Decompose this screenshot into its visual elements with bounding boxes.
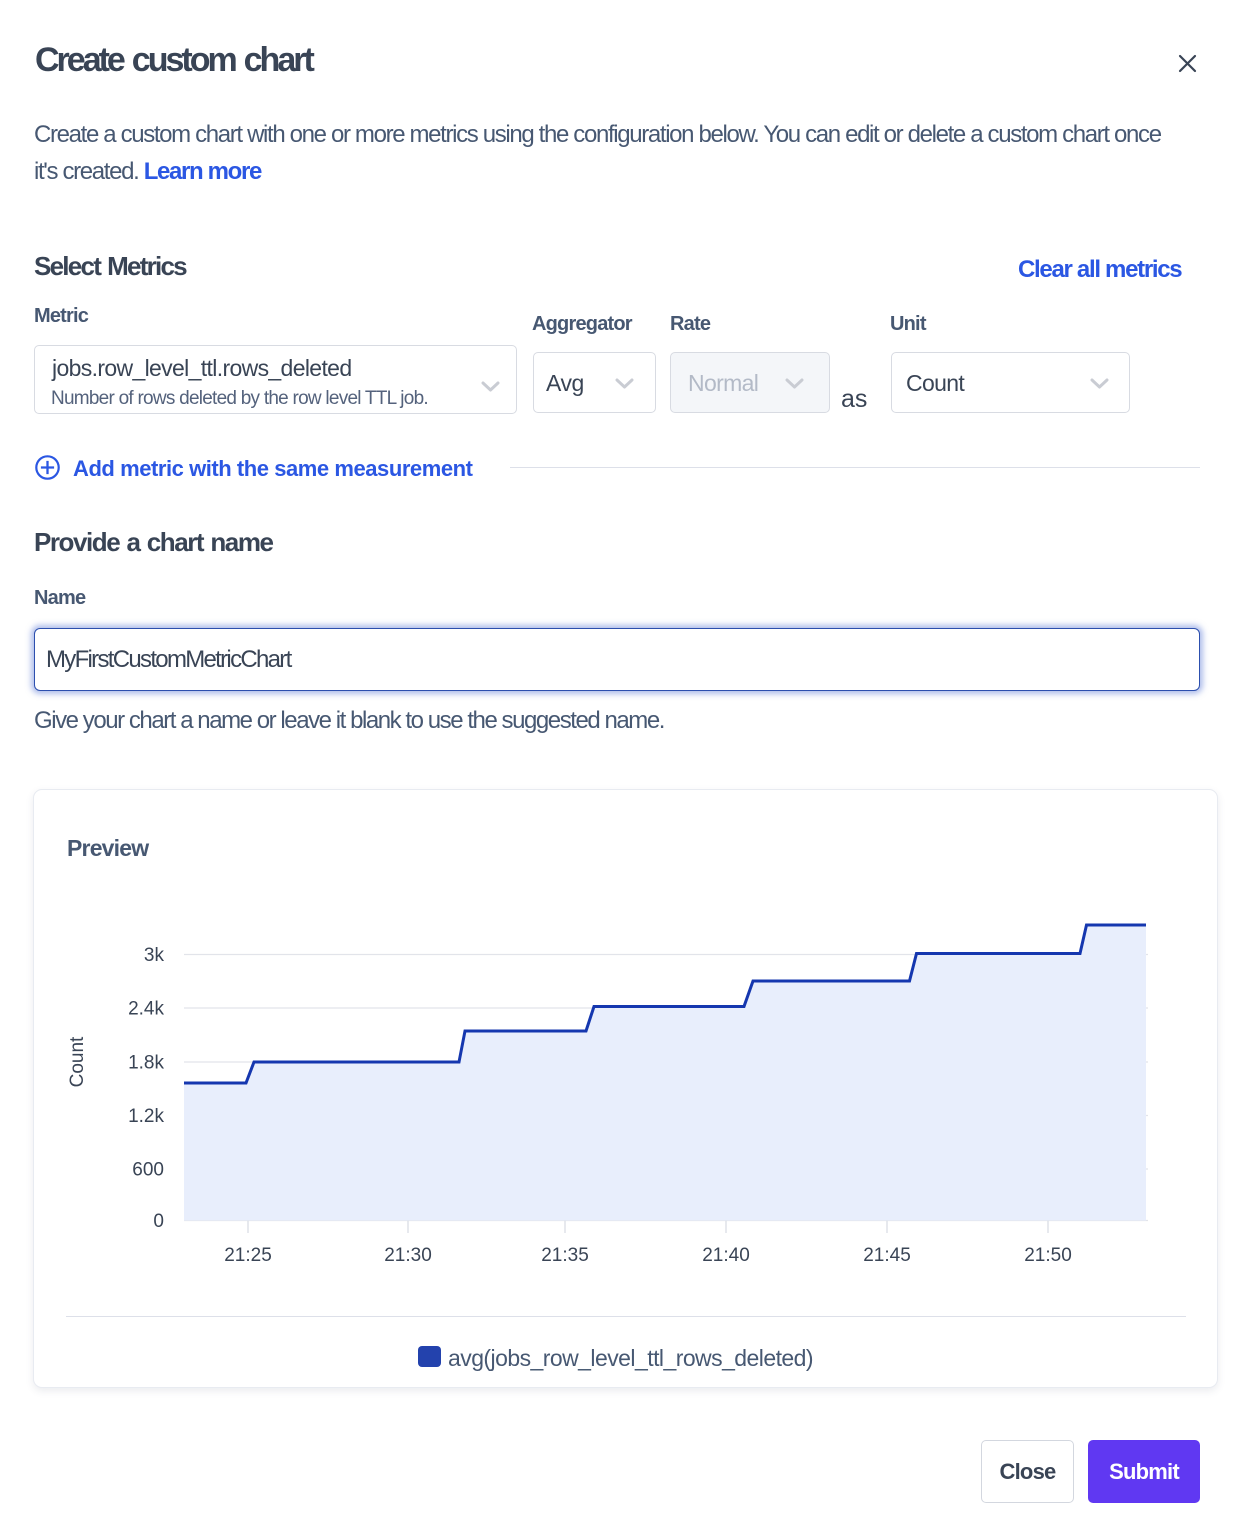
- svg-text:21:40: 21:40: [702, 1245, 750, 1266]
- svg-text:21:35: 21:35: [541, 1245, 589, 1266]
- svg-text:21:45: 21:45: [863, 1245, 911, 1266]
- svg-text:1.2k: 1.2k: [128, 1106, 164, 1127]
- svg-text:21:50: 21:50: [1024, 1245, 1072, 1266]
- svg-text:Count: Count: [67, 1036, 88, 1087]
- svg-text:0: 0: [153, 1211, 164, 1232]
- svg-text:1.8k: 1.8k: [128, 1053, 164, 1074]
- svg-text:3k: 3k: [144, 945, 165, 966]
- svg-text:2.4k: 2.4k: [128, 999, 164, 1020]
- svg-text:21:30: 21:30: [384, 1245, 432, 1266]
- svg-text:21:25: 21:25: [224, 1245, 272, 1266]
- svg-text:600: 600: [132, 1160, 164, 1181]
